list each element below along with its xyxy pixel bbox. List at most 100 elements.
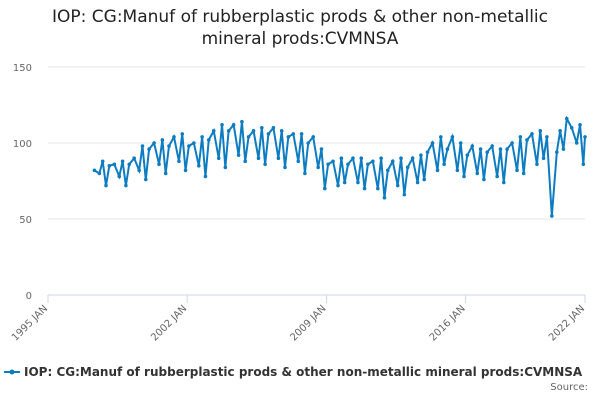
point xyxy=(322,186,327,191)
y-tick-label: 50 xyxy=(19,215,32,226)
point xyxy=(455,168,460,173)
point xyxy=(276,156,281,160)
point xyxy=(390,159,395,164)
point xyxy=(137,168,141,173)
point xyxy=(541,156,546,160)
point xyxy=(319,147,324,151)
point xyxy=(172,135,176,139)
point xyxy=(415,180,420,185)
point xyxy=(410,156,415,160)
point xyxy=(336,183,340,188)
point xyxy=(490,144,494,148)
point xyxy=(286,135,291,139)
point xyxy=(152,141,156,145)
point xyxy=(283,165,287,170)
point xyxy=(482,177,486,182)
point xyxy=(521,171,526,176)
point xyxy=(143,177,148,182)
point xyxy=(439,135,443,139)
point xyxy=(538,129,543,133)
source: Source: xyxy=(550,382,588,393)
point xyxy=(296,159,301,164)
point xyxy=(569,126,574,130)
point xyxy=(462,174,466,179)
point xyxy=(419,153,423,157)
legend-marker xyxy=(9,369,15,375)
point xyxy=(240,119,244,124)
point xyxy=(197,164,201,168)
point xyxy=(203,174,208,179)
point xyxy=(223,165,228,170)
point xyxy=(260,126,264,130)
x-tick-label: 1995 JAN xyxy=(10,303,50,343)
x-tick-label: 2002 JAN xyxy=(149,303,189,343)
x-tick-label: 2016 JAN xyxy=(428,303,468,343)
point xyxy=(470,144,475,148)
point xyxy=(498,147,503,151)
point xyxy=(545,135,549,139)
point xyxy=(92,168,97,173)
point xyxy=(220,122,224,127)
point xyxy=(226,129,231,133)
point xyxy=(263,162,267,167)
point xyxy=(561,147,566,151)
point xyxy=(236,153,241,157)
point xyxy=(501,180,506,185)
point xyxy=(445,147,450,151)
point xyxy=(127,162,132,167)
point xyxy=(405,165,410,170)
point xyxy=(177,159,181,164)
point xyxy=(351,156,355,160)
point xyxy=(303,171,307,176)
point xyxy=(243,159,248,164)
chart-title: IOP: CG:Manuf of rubberplastic prods & o… xyxy=(52,7,548,49)
point xyxy=(371,159,375,164)
point xyxy=(430,141,435,145)
point xyxy=(515,168,519,173)
point xyxy=(147,147,151,151)
point xyxy=(271,126,276,130)
point xyxy=(475,171,480,176)
point xyxy=(402,192,407,197)
point xyxy=(200,135,204,139)
point xyxy=(97,171,102,176)
point xyxy=(251,129,256,133)
point xyxy=(326,162,330,167)
point xyxy=(316,165,320,170)
point xyxy=(422,177,427,182)
point xyxy=(167,144,171,148)
point xyxy=(331,159,335,164)
point xyxy=(359,156,364,160)
x-tick-label: 2022 JAN xyxy=(547,303,587,343)
point xyxy=(382,195,387,200)
point xyxy=(442,162,446,167)
point xyxy=(192,141,196,145)
point xyxy=(256,156,261,160)
legend-label: IOP: CG:Manuf of rubberplastic prods & o… xyxy=(24,365,583,379)
point xyxy=(495,174,499,179)
point xyxy=(211,129,216,133)
point xyxy=(187,144,191,148)
point xyxy=(574,141,579,145)
point xyxy=(246,135,251,139)
point xyxy=(564,116,569,121)
point xyxy=(510,141,514,145)
point xyxy=(342,180,347,185)
point xyxy=(465,153,470,157)
point xyxy=(450,135,455,139)
point xyxy=(581,162,586,167)
y-tick-label: 150 xyxy=(13,63,32,74)
point xyxy=(385,168,390,173)
point xyxy=(399,156,403,160)
series-line xyxy=(93,115,586,217)
point xyxy=(425,150,430,154)
point xyxy=(120,159,125,164)
point xyxy=(112,162,117,167)
point xyxy=(478,147,483,151)
point xyxy=(291,132,296,136)
point xyxy=(311,135,315,139)
point xyxy=(160,138,165,142)
point xyxy=(180,132,185,136)
point xyxy=(163,171,168,176)
